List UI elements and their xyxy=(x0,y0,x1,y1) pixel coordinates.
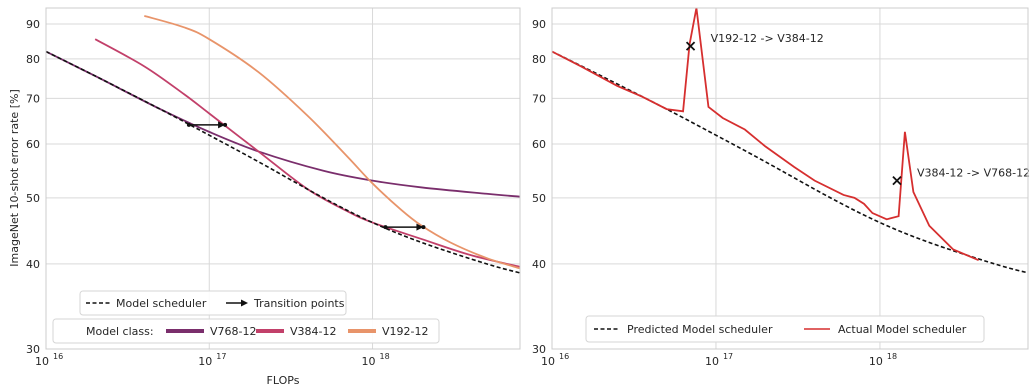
y-tick-label: 40 xyxy=(26,258,40,271)
x-tick-exponent: 16 xyxy=(559,352,569,361)
legend-label-transition-points: Transition points xyxy=(253,297,345,310)
y-tick-label: 90 xyxy=(532,18,546,31)
plot-background xyxy=(552,8,1028,349)
x-tick-exponent: 17 xyxy=(723,352,733,361)
y-tick-label: 70 xyxy=(532,92,546,105)
legend-label-v384: V384-12 xyxy=(290,325,337,338)
series-line-model-scheduler xyxy=(46,50,520,274)
legend-label-v768: V768-12 xyxy=(210,325,257,338)
legend-label-v192: V192-12 xyxy=(382,325,429,338)
transition-x-marker-icon xyxy=(892,176,902,186)
x-tick-exponent: 18 xyxy=(380,352,390,361)
legend-label-predicted: Predicted Model scheduler xyxy=(627,323,773,336)
right-tick-labels: 30 40 50 60 70 80 90 10 16 10 17 10 18 xyxy=(532,18,897,368)
legend-box xyxy=(79,290,347,316)
right-annotations: V192-12 -> V384-12 V384-12 -> V768-12 xyxy=(685,32,1030,186)
transition-x-marker-icon xyxy=(685,41,696,51)
right-plot-frame xyxy=(551,7,1029,350)
annotation-label: V192-12 -> V384-12 xyxy=(711,32,824,45)
y-tick-label: 60 xyxy=(532,138,546,151)
x-tick-label: 10 xyxy=(362,355,376,368)
left-tick-labels: 30 40 50 60 70 80 90 10 16 10 17 10 18 xyxy=(26,18,390,368)
legend-box xyxy=(585,315,985,343)
x-tick-label: 10 xyxy=(869,355,883,368)
transition-arrowhead-icon xyxy=(218,121,226,129)
x-tick-exponent: 17 xyxy=(216,352,226,361)
y-tick-label: 30 xyxy=(532,343,546,356)
right-grid xyxy=(552,8,1028,349)
x-tick-label: 10 xyxy=(35,355,49,368)
left-plot-frame xyxy=(45,7,521,350)
left-panel: 30 40 50 60 70 80 90 10 16 10 17 10 18 FLOPs ImageNe… xyxy=(8,7,521,387)
left-y-axis-label: ImageNet 10-shot error rate [%] xyxy=(8,89,21,266)
legend-title-model-class: Model class: xyxy=(86,325,154,338)
x-tick-label: 10 xyxy=(541,355,555,368)
y-tick-label: 90 xyxy=(26,18,40,31)
x-tick-label: 10 xyxy=(198,355,212,368)
x-tick-exponent: 16 xyxy=(53,352,63,361)
arrowhead-icon xyxy=(241,299,248,307)
y-tick-label: 50 xyxy=(532,192,546,205)
y-tick-label: 70 xyxy=(26,92,40,105)
series-line-v192-12 xyxy=(144,15,520,270)
right-legend: Predicted Model scheduler Actual Model s… xyxy=(585,315,985,343)
x-tick-label: 10 xyxy=(705,355,719,368)
x-tick-exponent: 18 xyxy=(887,352,897,361)
left-series xyxy=(46,15,520,274)
left-transitions xyxy=(186,121,426,231)
transition-arrowhead-icon xyxy=(416,223,424,231)
y-tick-label: 40 xyxy=(532,258,546,271)
y-tick-label: 80 xyxy=(532,53,546,66)
series-line-actual-model-scheduler xyxy=(552,8,979,262)
legend-box xyxy=(52,318,440,344)
legend-label-model-scheduler: Model scheduler xyxy=(116,297,207,310)
left-x-axis-label: FLOPs xyxy=(267,374,300,387)
right-panel: V192-12 -> V384-12 V384-12 -> V768-12 30 4… xyxy=(532,7,1030,368)
y-tick-label: 80 xyxy=(26,53,40,66)
y-tick-label: 50 xyxy=(26,192,40,205)
left-legend-scheduler: Model scheduler Transition points xyxy=(79,290,347,316)
left-legend-model-class: Model class: V768-12 V384-12 V192-12 xyxy=(52,318,440,344)
right-series xyxy=(552,8,1028,274)
annotation-label: V384-12 -> V768-12 xyxy=(917,167,1030,180)
y-tick-label: 60 xyxy=(26,138,40,151)
y-tick-label: 30 xyxy=(26,343,40,356)
legend-label-actual: Actual Model scheduler xyxy=(838,323,967,336)
